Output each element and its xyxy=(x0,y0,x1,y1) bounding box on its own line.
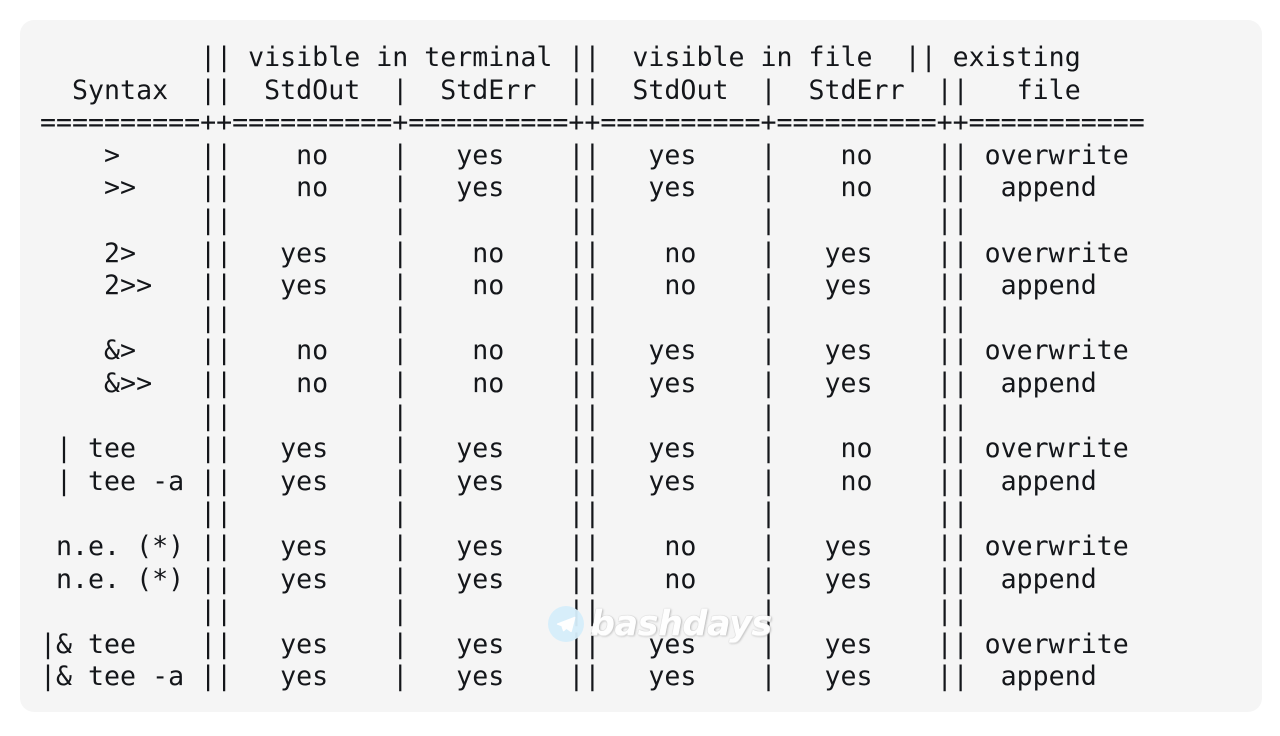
ascii-redirection-table: || visible in terminal || visible in fil… xyxy=(40,42,1145,693)
ascii-table-card: || visible in terminal || visible in fil… xyxy=(20,20,1262,712)
